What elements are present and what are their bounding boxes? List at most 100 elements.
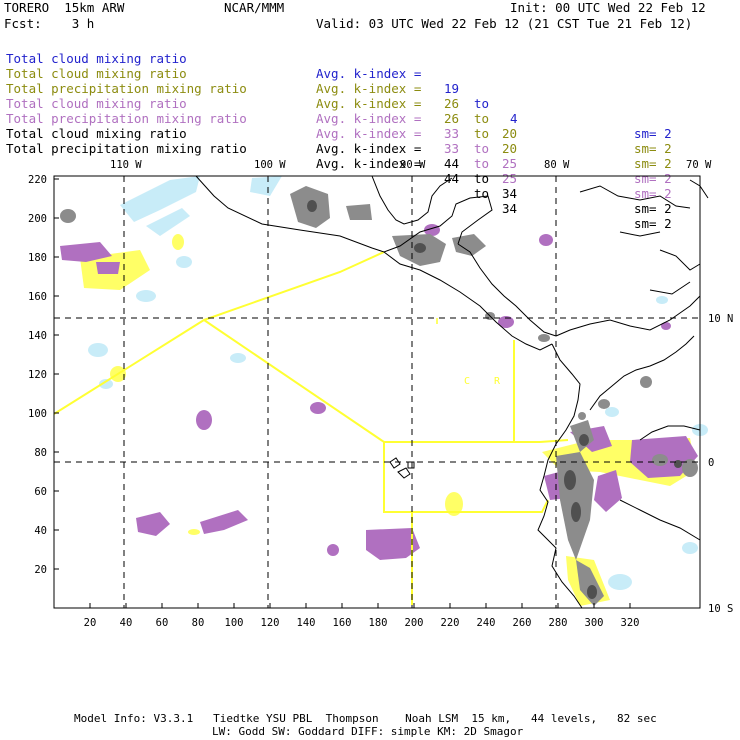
x-grid-label: 100	[225, 617, 244, 629]
light-cloud-fields	[88, 176, 708, 590]
legend-from: 33	[444, 141, 460, 156]
model-physics: LW: Godd SW: Goddard DIFF: simple KM: 2D…	[212, 725, 524, 738]
center-label: NCAR/MMM	[224, 0, 285, 15]
lon-label: 90 W	[400, 159, 426, 171]
x-grid-label: 220	[441, 617, 460, 629]
model-title: TORERO 15km ARW	[4, 0, 125, 15]
legend-from: 26	[444, 96, 460, 111]
legend-index: Avg. k-index =	[316, 111, 422, 126]
dark-fields	[307, 200, 682, 599]
x-grid-label: 40	[120, 617, 133, 629]
x-grid-label: 140	[297, 617, 316, 629]
legend-to: 34	[502, 186, 518, 201]
x-grid-label: 80	[192, 617, 205, 629]
y-grid-label: 180	[28, 252, 47, 264]
y-grid-label: 160	[28, 291, 47, 303]
x-grid-label: 20	[84, 617, 97, 629]
legend-row: Total precipitation mixing ratio Avg. k-…	[0, 96, 672, 216]
x-grid-label: 180	[369, 617, 388, 629]
forecast-hour: Fcst: 3 h	[4, 16, 95, 31]
y-grid-label: 60	[34, 486, 47, 498]
legend-sm: sm= 2	[634, 216, 672, 231]
legend-to: 20	[502, 126, 518, 141]
legend-row: Total cloud mixing ratio Avg. k-index = …	[0, 81, 672, 201]
lon-label: 100 W	[254, 159, 286, 171]
tick-marks	[54, 178, 631, 608]
coastlines	[195, 175, 709, 609]
legend-to: 4	[510, 111, 518, 126]
region-label-r: R	[494, 376, 501, 387]
legend-field: Total precipitation mixing ratio	[6, 81, 247, 96]
zone-boundaries	[53, 251, 569, 605]
legend-sm: sm= 2	[634, 186, 672, 201]
legend-index: Avg. k-index =	[316, 81, 422, 96]
legend-from: 44	[444, 156, 460, 171]
legend-index: Avg. k-index =	[316, 96, 422, 111]
legend-index: Avg. k-index =	[316, 141, 422, 156]
legend-field: Total cloud mixing ratio	[6, 126, 187, 141]
lon-label: 80 W	[544, 159, 570, 171]
legend-sm: sm= 2	[634, 201, 672, 216]
legend-field: Total cloud mixing ratio	[6, 96, 187, 111]
y-grid-labels: 220 200 180 160 140 120 100 80 60 40 20	[28, 174, 47, 576]
y-grid-label: 120	[28, 369, 47, 381]
model-info: Model Info: V3.3.1 Tiedtke YSU PBL Thomp…	[74, 712, 657, 725]
graticule	[54, 176, 700, 608]
legend-field: Total cloud mixing ratio	[6, 66, 187, 81]
legend-field: Total precipitation mixing ratio	[6, 141, 247, 156]
map-frame	[53, 175, 701, 609]
y-grid-label: 100	[28, 408, 47, 420]
lat-label: 10 N	[708, 313, 733, 325]
y-grid-label: 140	[28, 330, 47, 342]
legend-to-word: to	[474, 156, 490, 171]
init-time: Init: 00 UTC Wed 22 Feb 12	[510, 0, 706, 15]
legend-to: 20	[502, 141, 518, 156]
legend-sm: sm= 2	[634, 126, 672, 141]
legend-field: Total cloud mixing ratio	[6, 51, 187, 66]
legend-index: Avg. k-index =	[316, 126, 422, 141]
lon-label: 70 W	[686, 159, 712, 171]
legend-row: Total precipitation mixing ratio Avg. k-…	[0, 126, 672, 246]
x-grid-label: 300	[585, 617, 604, 629]
legend-from: 26	[444, 111, 460, 126]
legend-to: 34	[502, 201, 518, 216]
x-grid-label: 240	[477, 617, 496, 629]
legend-to-word: to	[474, 141, 490, 156]
legend-row: Total precipitation mixing ratio Avg. k-…	[0, 66, 672, 186]
legend-to-word: to	[474, 171, 490, 186]
legend-index: Avg. k-index =	[316, 66, 422, 81]
x-grid-label: 260	[513, 617, 532, 629]
y-grid-label: 20	[34, 564, 47, 576]
x-grid-label: 60	[156, 617, 169, 629]
x-grid-label: 160	[333, 617, 352, 629]
region-label-c: C	[464, 376, 470, 387]
valid-time: Valid: 03 UTC Wed 22 Feb 12 (21 CST Tue …	[316, 16, 693, 31]
legend-to-word: to	[474, 126, 490, 141]
legend-index: Avg. k-index =	[316, 156, 422, 171]
legend-field: Total precipitation mixing ratio	[6, 111, 247, 126]
y-grid-label: 40	[34, 525, 47, 537]
x-grid-labels: 20 40 60 80 100 120 140 160 180 200 220 …	[84, 617, 640, 629]
y-grid-label: 220	[28, 174, 47, 186]
legend-to-word: to	[474, 96, 490, 111]
legend-to: 25	[502, 171, 518, 186]
legend-sm: sm= 2	[634, 141, 672, 156]
legend-to: 25	[502, 156, 518, 171]
lon-label: 110 W	[110, 159, 142, 171]
legend-from: 33	[444, 126, 460, 141]
legend-row: Total cloud mixing ratio Avg. k-index = …	[0, 111, 672, 231]
legend-to-word: to	[474, 111, 490, 126]
x-grid-label: 120	[261, 617, 280, 629]
legend-row: Total cloud mixing ratio Avg. k-index = …	[0, 51, 672, 171]
y-grid-label: 200	[28, 213, 47, 225]
x-grid-label: 320	[621, 617, 640, 629]
purple-fields	[60, 224, 698, 560]
legend-from: 19	[444, 81, 460, 96]
legend-sm: sm= 2	[634, 171, 672, 186]
x-grid-label: 200	[405, 617, 424, 629]
lat-label: 0	[708, 457, 714, 469]
legend-sm: sm= 2	[634, 156, 672, 171]
lat-label: 10 S	[708, 603, 733, 615]
y-grid-label: 80	[34, 447, 47, 459]
